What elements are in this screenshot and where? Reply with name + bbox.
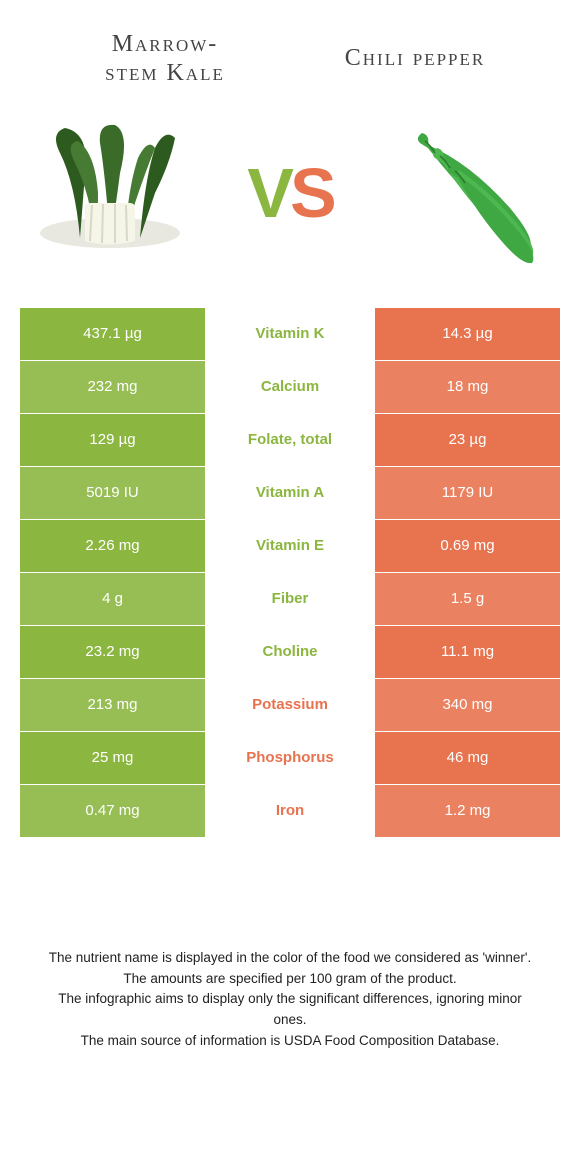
left-value: 25 mg [20, 732, 205, 784]
right-food-title: Chili pepper [290, 44, 540, 73]
right-value: 0.69 mg [375, 520, 560, 572]
table-row: 2.26 mg Vitamin E 0.69 mg [20, 520, 560, 572]
footer-notes: The nutrient name is displayed in the co… [0, 838, 580, 1053]
right-value: 46 mg [375, 732, 560, 784]
nutrient-name: Choline [205, 626, 375, 678]
right-value: 14.3 µg [375, 308, 560, 360]
nutrient-table: 437.1 µg Vitamin K 14.3 µg 232 mg Calciu… [0, 308, 580, 838]
right-value: 18 mg [375, 361, 560, 413]
footer-line: The infographic aims to display only the… [40, 989, 540, 1031]
nutrient-name: Iron [205, 785, 375, 837]
right-value: 1.5 g [375, 573, 560, 625]
chili-image [380, 113, 560, 273]
header: Marrow- stem Kale Chili pepper [0, 0, 580, 98]
left-food-title: Marrow- stem Kale [40, 30, 290, 88]
right-value: 340 mg [375, 679, 560, 731]
table-row: 25 mg Phosphorus 46 mg [20, 732, 560, 784]
nutrient-name: Calcium [205, 361, 375, 413]
nutrient-name: Folate, total [205, 414, 375, 466]
footer-line: The main source of information is USDA F… [40, 1031, 540, 1052]
left-value: 5019 IU [20, 467, 205, 519]
left-value: 4 g [20, 573, 205, 625]
left-value: 232 mg [20, 361, 205, 413]
vs-v: V [247, 154, 290, 232]
left-value: 213 mg [20, 679, 205, 731]
right-value: 11.1 mg [375, 626, 560, 678]
left-value: 129 µg [20, 414, 205, 466]
vs-s: S [290, 154, 333, 232]
kale-image [20, 113, 200, 273]
right-value: 1179 IU [375, 467, 560, 519]
footer-line: The amounts are specified per 100 gram o… [40, 969, 540, 990]
images-row: VS [0, 98, 580, 308]
footer-line: The nutrient name is displayed in the co… [40, 948, 540, 969]
nutrient-name: Potassium [205, 679, 375, 731]
table-row: 232 mg Calcium 18 mg [20, 361, 560, 413]
right-value: 1.2 mg [375, 785, 560, 837]
left-title-line1: Marrow- [112, 31, 219, 57]
left-value: 23.2 mg [20, 626, 205, 678]
table-row: 437.1 µg Vitamin K 14.3 µg [20, 308, 560, 360]
left-value: 2.26 mg [20, 520, 205, 572]
nutrient-name: Fiber [205, 573, 375, 625]
vs-label: VS [247, 153, 332, 233]
left-value: 437.1 µg [20, 308, 205, 360]
table-row: 129 µg Folate, total 23 µg [20, 414, 560, 466]
table-row: 213 mg Potassium 340 mg [20, 679, 560, 731]
right-value: 23 µg [375, 414, 560, 466]
table-row: 23.2 mg Choline 11.1 mg [20, 626, 560, 678]
table-row: 0.47 mg Iron 1.2 mg [20, 785, 560, 837]
nutrient-name: Vitamin K [205, 308, 375, 360]
nutrient-name: Vitamin A [205, 467, 375, 519]
left-title-line2: stem Kale [105, 60, 225, 86]
left-value: 0.47 mg [20, 785, 205, 837]
table-row: 4 g Fiber 1.5 g [20, 573, 560, 625]
table-row: 5019 IU Vitamin A 1179 IU [20, 467, 560, 519]
nutrient-name: Vitamin E [205, 520, 375, 572]
nutrient-name: Phosphorus [205, 732, 375, 784]
